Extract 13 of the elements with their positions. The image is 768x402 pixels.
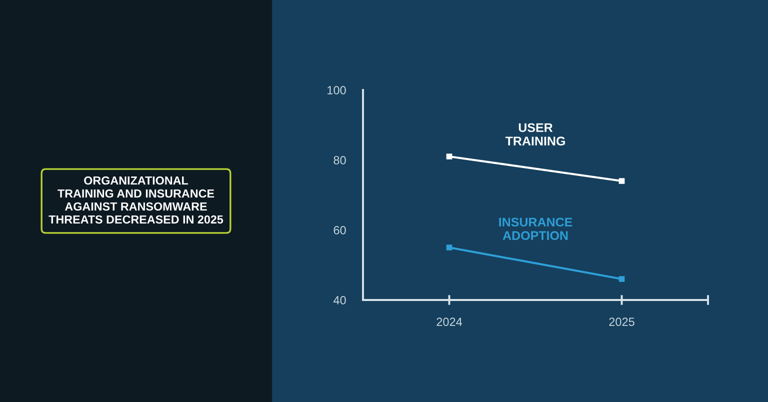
y-tick-label: 40 <box>333 296 346 304</box>
text: ORGANIZATIONAL TRAINING AND INSURANCE AGAINST RANSOMWARE THREATS DECREASED IN 2025 <box>48 176 224 224</box>
y-tick-label: 100 <box>328 86 346 94</box>
x-tick-label: 2025 <box>609 318 634 326</box>
point <box>446 244 452 250</box>
y-tick-label: 80 <box>334 156 346 164</box>
x-tick-label: 2024 <box>436 318 462 326</box>
series-label: INSURANCE ADOPTION <box>499 218 572 240</box>
y-tick-label: 60 <box>334 226 346 234</box>
point <box>446 154 452 160</box>
point <box>618 276 625 282</box>
series-label: USER TRAINING <box>505 123 565 146</box>
point <box>618 178 625 184</box>
